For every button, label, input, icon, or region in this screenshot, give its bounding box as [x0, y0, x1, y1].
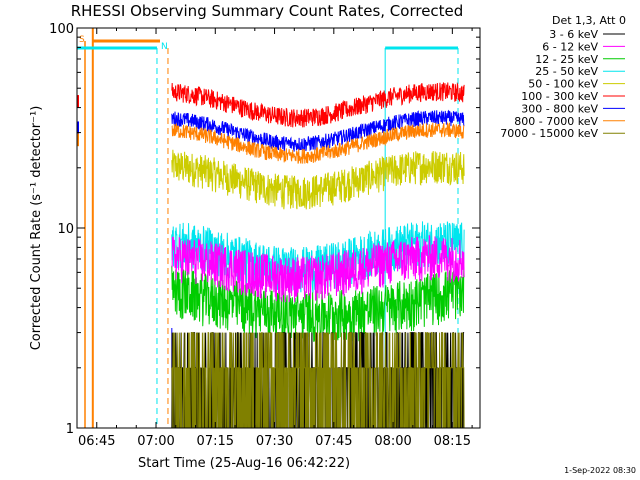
y-tick-label-2: 100	[49, 22, 74, 37]
legend-header: Det 1,3, Att 0	[552, 14, 626, 27]
series-line-4	[171, 149, 465, 210]
x-tick-label-2: 07:15	[197, 434, 234, 449]
y-tick-label-0: 1	[66, 422, 74, 437]
x-axis-label: Start Time (25-Aug-16 06:42:22)	[138, 456, 350, 471]
legend-label-6: 300 - 800 keV	[521, 102, 598, 115]
series-line-1	[171, 234, 465, 303]
saa-label: S	[79, 35, 85, 45]
x-tick-label-1: 07:00	[137, 434, 174, 449]
series-line-7	[171, 121, 465, 164]
x-tick-label-4: 07:45	[315, 434, 352, 449]
y-axis-label: Corrected Count Rate (s⁻¹ detector⁻¹)	[29, 106, 44, 351]
chart-title: RHESSI Observing Summary Count Rates, Co…	[71, 2, 464, 20]
x-tick-label-6: 08:15	[434, 434, 471, 449]
x-tick-label-3: 07:30	[256, 434, 293, 449]
x-tick-label-0: 06:45	[78, 434, 115, 449]
y-tick-label-1: 10	[57, 222, 74, 237]
series-line-6	[171, 109, 465, 152]
legend-label-7: 800 - 7000 keV	[514, 115, 598, 128]
series-line-5	[171, 81, 465, 128]
legend-label-4: 50 - 100 keV	[528, 78, 598, 91]
legend-label-0: 3 - 6 keV	[549, 28, 598, 41]
legend-label-1: 6 - 12 keV	[542, 40, 598, 53]
legend-label-3: 25 - 50 keV	[535, 65, 598, 78]
timestamp: 1-Sep-2022 08:30	[564, 466, 636, 475]
legend-label-2: 12 - 25 keV	[535, 53, 598, 66]
legend-label-5: 100 - 300 keV	[521, 90, 598, 103]
series-line-8	[171, 332, 465, 428]
night-label: N	[161, 42, 168, 52]
x-tick-label-5: 08:00	[374, 434, 411, 449]
legend-label-8: 7000 - 15000 keV	[500, 127, 598, 140]
